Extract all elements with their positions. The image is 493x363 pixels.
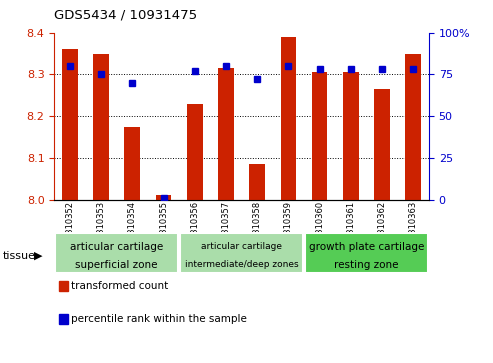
Text: transformed count: transformed count: [71, 281, 169, 291]
Bar: [312, 72, 327, 200]
Text: growth plate cartilage: growth plate cartilage: [309, 242, 424, 252]
Bar: [93, 54, 109, 200]
Text: percentile rank within the sample: percentile rank within the sample: [71, 314, 247, 324]
Text: ▶: ▶: [34, 251, 42, 261]
Bar: [281, 37, 296, 200]
Bar: [405, 54, 421, 200]
Bar: [180, 233, 303, 273]
Text: resting zone: resting zone: [334, 260, 399, 270]
Bar: [156, 196, 172, 200]
Text: articular cartilage: articular cartilage: [70, 242, 163, 252]
Bar: [218, 68, 234, 200]
Bar: [305, 233, 428, 273]
Bar: [55, 233, 178, 273]
Bar: [124, 127, 140, 200]
Bar: [374, 89, 390, 200]
Text: tissue: tissue: [2, 251, 35, 261]
Bar: [343, 72, 359, 200]
Text: superficial zone: superficial zone: [75, 260, 158, 270]
Text: articular cartilage: articular cartilage: [201, 242, 282, 252]
Text: intermediate/deep zones: intermediate/deep zones: [185, 260, 298, 269]
Text: GDS5434 / 10931475: GDS5434 / 10931475: [54, 9, 197, 22]
Bar: [187, 104, 203, 200]
Bar: [249, 164, 265, 200]
Bar: [62, 49, 78, 200]
